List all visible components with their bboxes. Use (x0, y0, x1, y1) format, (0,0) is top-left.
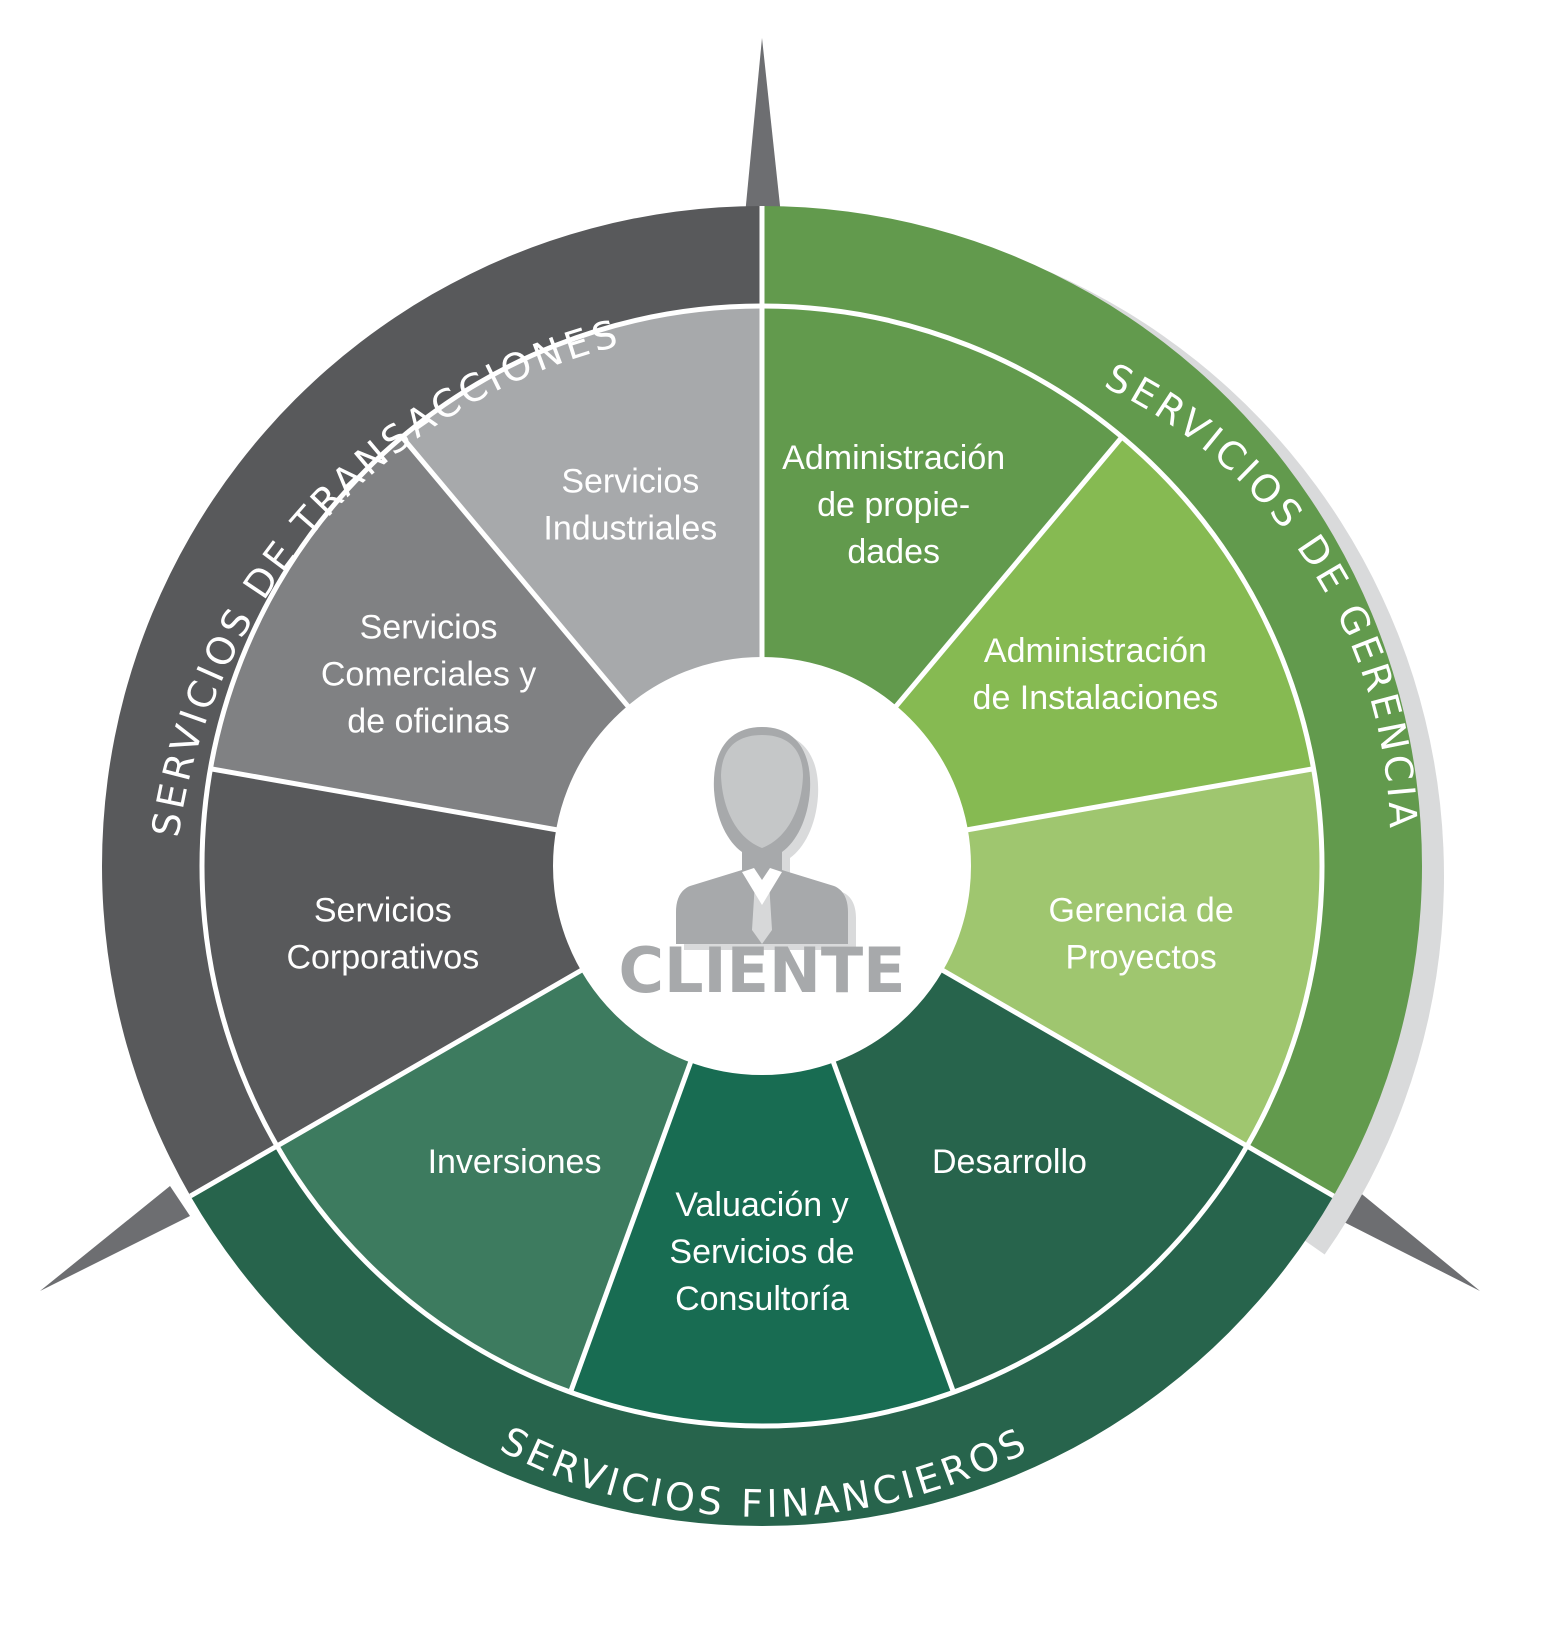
segment-label-line: Servicios (360, 609, 498, 647)
segment-label-3: Gerencia de Proyectos (1049, 891, 1234, 976)
segment-label-line: Servicios (561, 463, 699, 501)
segment-label-line: Servicios de (669, 1233, 854, 1271)
segment-3 (940, 768, 1322, 1146)
segment-labels-group: Administración de propie-dadesAdministrac… (286, 439, 1233, 1318)
segment-divider (892, 435, 1124, 710)
segment-label-line: de oficinas (347, 703, 510, 741)
segment-label-line: Consultoría (675, 1280, 849, 1318)
segment-label-4: Desarrollo (932, 1143, 1087, 1181)
segment-divider (275, 966, 585, 1149)
segment-label-line: Industriales (543, 510, 717, 548)
segment-divider (830, 1058, 956, 1394)
segment-2 (894, 437, 1314, 831)
segment-label-line: dades (847, 533, 940, 571)
segment-label-9: Servicios Industriales (543, 463, 717, 548)
ring-divider (189, 1143, 279, 1199)
compass-pointer-top (745, 38, 781, 215)
segment-label-8: Servicios Comerciales y de oficinas (321, 609, 536, 741)
center-label: CLIENTE (619, 934, 906, 1007)
segment-8 (210, 437, 630, 831)
segment-label-line: Desarrollo (932, 1143, 1087, 1181)
segment-7 (201, 768, 584, 1146)
segment-label-line: Corporativos (286, 938, 479, 976)
segment-divider (939, 966, 1249, 1149)
segment-label-line: Inversiones (428, 1143, 602, 1181)
segment-label-5: Valuación y Servicios de Consultoría (669, 1186, 854, 1318)
segment-label-line: Servicios (314, 891, 452, 929)
segment-label-7: Servicios Corporativos (286, 891, 479, 976)
mid-ring-border (199, 303, 1325, 1429)
segment-label-line: Administración (984, 632, 1207, 670)
segment-label-line: de Instalaciones (973, 679, 1219, 717)
ring-divider (1245, 1143, 1335, 1199)
segment-divider (400, 435, 632, 710)
person-in-suit-icon (676, 727, 856, 950)
segment-1 (762, 306, 1122, 709)
outer-ring-financieros (190, 1146, 1334, 1526)
segment-label-line: Valuación y (675, 1186, 848, 1224)
segment-label-line: Proyectos (1066, 938, 1217, 976)
segment-4 (832, 969, 1247, 1393)
segment-label-line: de propie- (817, 486, 970, 524)
segment-divider (568, 1058, 694, 1394)
segment-9 (402, 306, 762, 709)
outer-ring-gerencia (762, 206, 1423, 1196)
segment-label-6: Inversiones (428, 1143, 602, 1181)
segment-6 (277, 969, 692, 1393)
segment-divider (210, 766, 560, 833)
segment-5 (570, 1059, 954, 1426)
outer-ring-group (101, 206, 1423, 1526)
segment-label-line: Gerencia de (1049, 891, 1234, 929)
outer-ring-transacciones (101, 206, 762, 1196)
dividers-group (189, 206, 1335, 1429)
segment-divider (964, 766, 1314, 833)
compass-pointer-left (40, 1186, 190, 1291)
segment-label-1: Administración de propie-dades (782, 439, 1005, 571)
segment-label-line: Comerciales y (321, 656, 536, 694)
segment-label-line: Administración (782, 439, 1005, 477)
segment-label-2: Administración de Instalaciones (973, 632, 1219, 717)
inner-segments-group (201, 306, 1322, 1426)
compass-pointer-right (1332, 1186, 1480, 1291)
